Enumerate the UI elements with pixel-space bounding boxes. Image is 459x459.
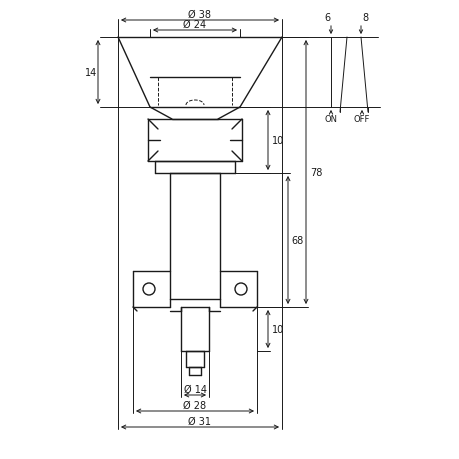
Text: Ø 31: Ø 31: [188, 416, 211, 426]
Text: ON: ON: [324, 115, 337, 124]
Text: 14: 14: [85, 68, 97, 78]
Text: OFF: OFF: [353, 115, 369, 124]
Text: 10: 10: [271, 325, 284, 334]
Text: 78: 78: [309, 168, 321, 178]
Text: 6: 6: [323, 13, 330, 23]
Text: 10: 10: [271, 136, 284, 146]
Text: 68: 68: [291, 235, 303, 246]
Text: 8: 8: [361, 13, 367, 23]
Text: Ø 14: Ø 14: [183, 384, 206, 394]
Text: Ø 28: Ø 28: [183, 400, 206, 410]
Text: Ø 38: Ø 38: [188, 10, 211, 20]
Text: Ø 24: Ø 24: [183, 20, 206, 30]
